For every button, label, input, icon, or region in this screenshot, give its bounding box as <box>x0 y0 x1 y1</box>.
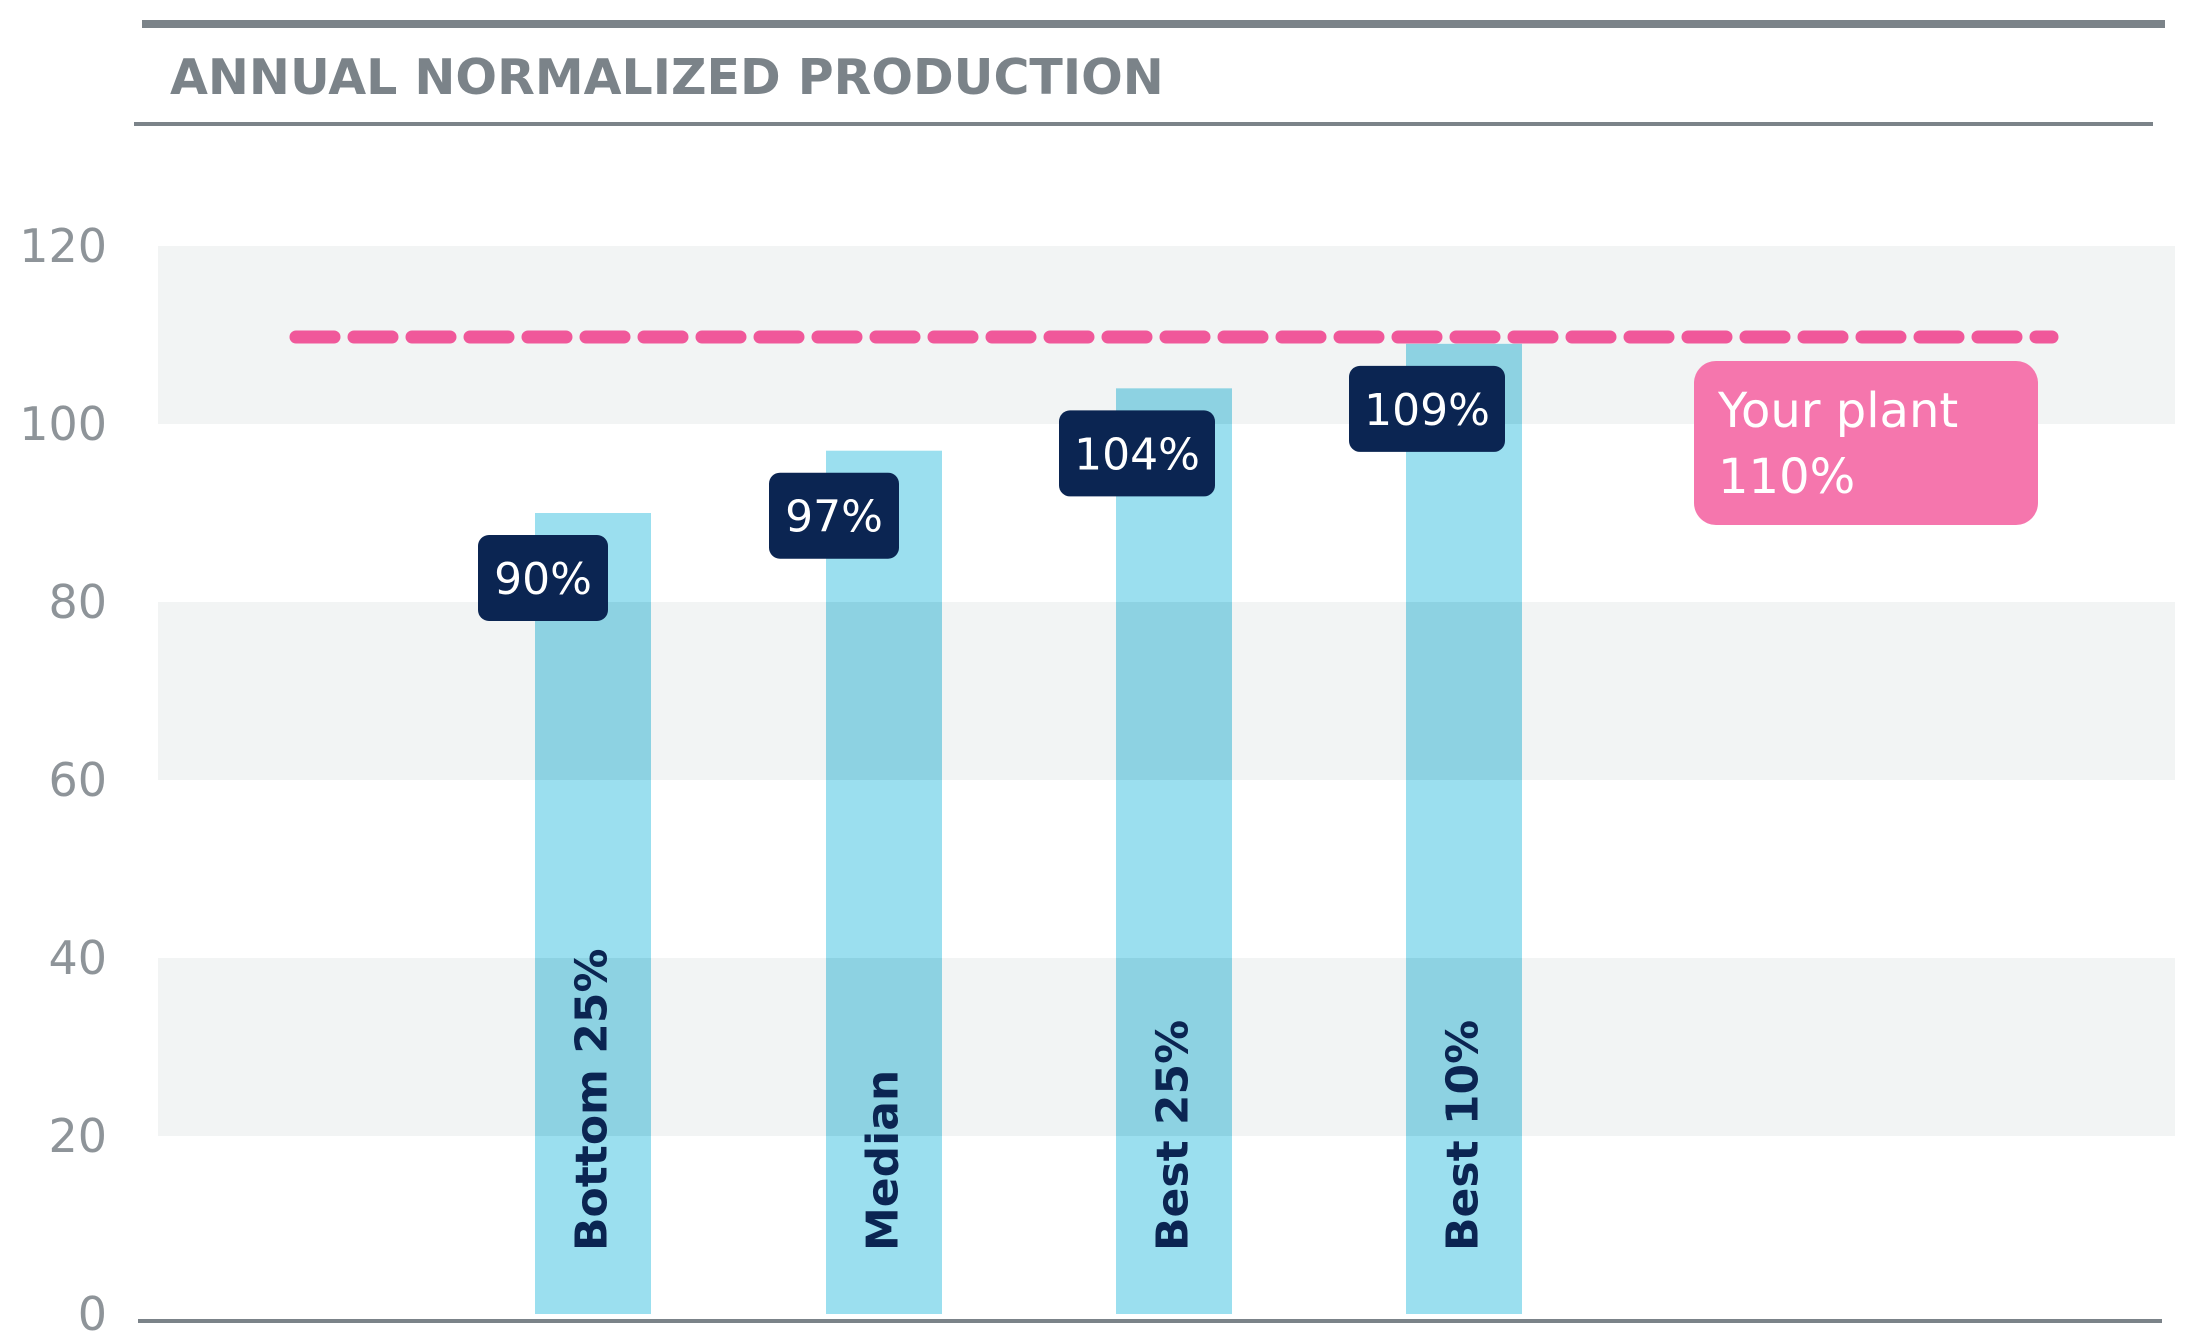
y-tick-label: 100 <box>19 397 107 451</box>
y-axis-ticks: 0 20 40 60 80 100 120 <box>19 219 107 1340</box>
bar <box>826 450 942 1314</box>
y-tick-label: 20 <box>48 1109 107 1163</box>
value-label: 109% <box>1364 385 1490 436</box>
value-label-box <box>1349 365 1505 452</box>
reference-line-group: Your plant 110% <box>289 330 2059 525</box>
bar-band-overlap <box>826 958 942 1136</box>
bar-band-overlap <box>1116 958 1232 1136</box>
y-tick-label: 0 <box>78 1287 107 1340</box>
bar-band-overlap <box>1116 602 1232 780</box>
category-label: Bottom 25% <box>567 948 618 1251</box>
bar <box>1406 343 1522 1314</box>
bars: Bottom 25% 90% Median 97% Best 25% 104% Best 1… <box>478 343 1522 1314</box>
y-tick-label: 40 <box>48 931 107 985</box>
category-label: Best 10% <box>1438 1020 1489 1251</box>
chart-title: ANNUAL NORMALIZED PRODUCTION <box>170 49 1164 106</box>
bar <box>1116 388 1232 1314</box>
bar-band-overlap <box>1406 602 1522 780</box>
bar-band-overlap <box>535 958 651 1136</box>
reference-callout-label: Your plant <box>1717 383 1958 439</box>
reference-callout-box <box>1694 361 2038 525</box>
value-label-box <box>478 535 608 621</box>
bar-band-overlap <box>1406 958 1522 1136</box>
y-tick-label: 60 <box>48 753 107 807</box>
value-label-box <box>1059 410 1215 497</box>
y-tick-label: 80 <box>48 575 107 629</box>
category-label: Median <box>858 1070 909 1251</box>
y-tick-label: 120 <box>19 219 107 273</box>
value-label: 90% <box>494 554 592 605</box>
value-label: 97% <box>785 492 883 543</box>
reference-callout-value: 110% <box>1718 449 1855 505</box>
bar-band-overlap <box>535 602 651 780</box>
bar-band-overlap <box>826 602 942 780</box>
value-label: 104% <box>1074 429 1200 480</box>
category-label: Best 25% <box>1148 1020 1199 1251</box>
value-label-box <box>769 472 899 559</box>
